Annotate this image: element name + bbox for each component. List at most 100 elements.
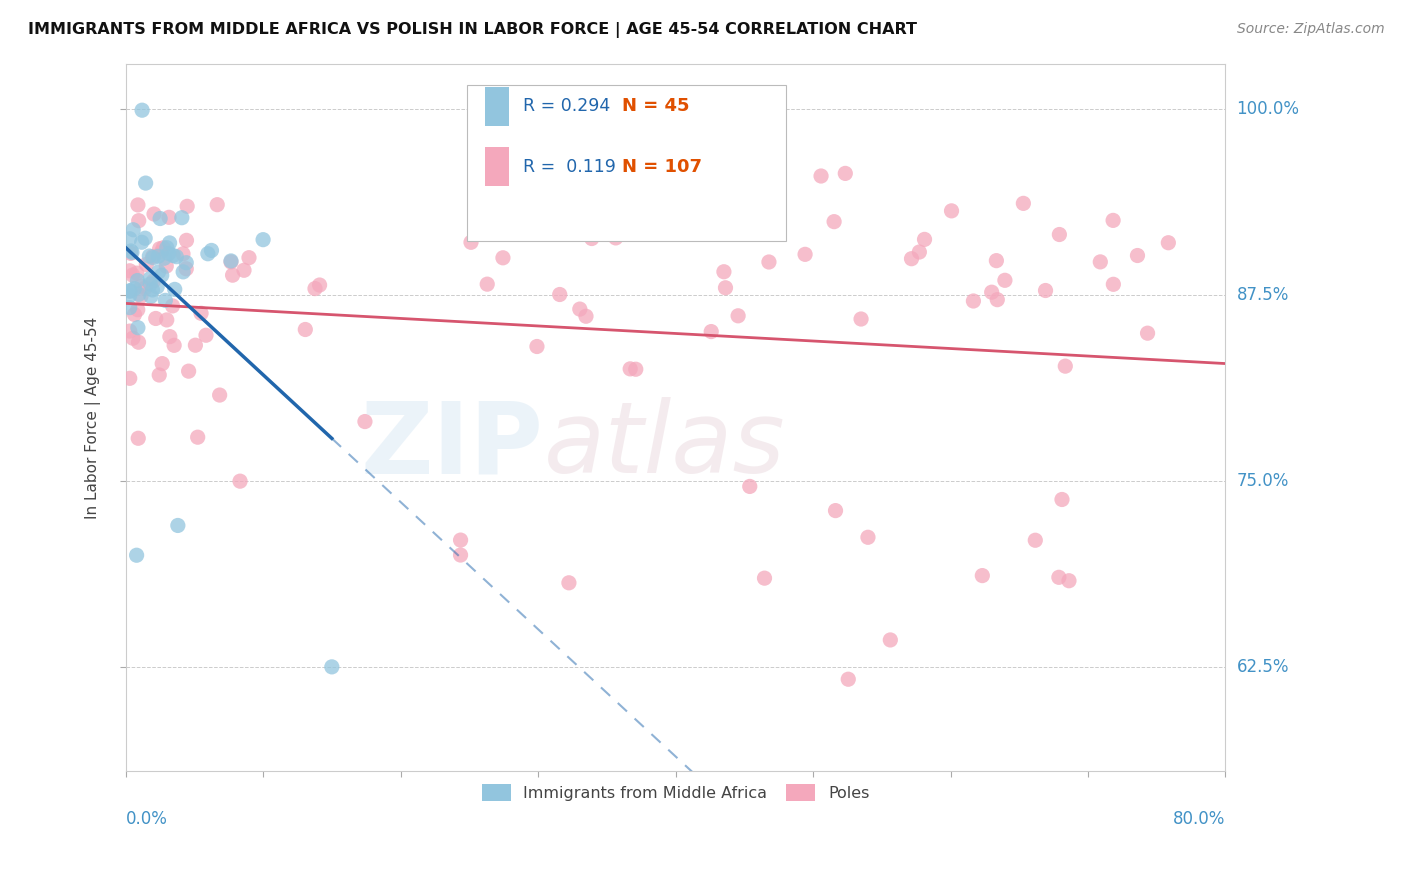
Point [1047, 570, 1070, 584]
Point [568, 302, 591, 317]
Point [837, 672, 859, 686]
Point [187, 430, 209, 444]
Point [143, 207, 166, 221]
Text: 87.5%: 87.5% [1237, 285, 1289, 304]
Point [127, 431, 149, 445]
Point [125, 266, 148, 280]
Text: 62.5%: 62.5% [1237, 658, 1289, 676]
Text: 0.0%: 0.0% [125, 810, 167, 828]
Point [118, 371, 141, 385]
Y-axis label: In Labor Force | Age 45-54: In Labor Force | Age 45-54 [86, 317, 101, 518]
Point [900, 252, 922, 266]
Point [941, 203, 963, 218]
Point [460, 235, 482, 250]
Point [450, 548, 472, 562]
Point [205, 197, 228, 211]
Point [166, 518, 188, 533]
Point [1050, 492, 1073, 507]
Text: 100.0%: 100.0% [1237, 100, 1299, 118]
Point [138, 249, 160, 263]
Point [1126, 248, 1149, 262]
Text: ZIP: ZIP [361, 397, 544, 494]
Point [174, 261, 197, 276]
Point [139, 277, 162, 291]
Point [484, 219, 506, 234]
Point [163, 282, 186, 296]
Point [221, 268, 243, 282]
Point [118, 324, 141, 338]
Point [238, 251, 260, 265]
Point [155, 259, 177, 273]
Text: 75.0%: 75.0% [1237, 472, 1289, 490]
Point [233, 263, 256, 277]
Point [994, 273, 1017, 287]
Point [142, 250, 165, 264]
Point [914, 232, 936, 246]
Point [208, 388, 231, 402]
Point [155, 293, 177, 308]
Point [156, 241, 179, 255]
Point [321, 660, 343, 674]
Point [118, 301, 141, 315]
Point [163, 338, 186, 352]
Point [135, 257, 157, 271]
Point [1054, 359, 1077, 373]
Point [157, 246, 180, 260]
Point [129, 289, 152, 303]
Point [159, 329, 181, 343]
Point [148, 249, 170, 263]
Text: N = 107: N = 107 [621, 158, 702, 176]
Point [1035, 284, 1057, 298]
Point [128, 213, 150, 227]
Point [142, 251, 165, 265]
Point [153, 252, 176, 266]
Point [148, 368, 170, 382]
Point [177, 364, 200, 378]
Point [142, 274, 165, 288]
Point [754, 571, 776, 585]
Point [125, 548, 148, 562]
Point [118, 284, 141, 298]
Point [134, 281, 156, 295]
Point [162, 248, 184, 262]
Point [148, 265, 170, 279]
Point [354, 415, 377, 429]
Point [1102, 277, 1125, 292]
Point [962, 293, 984, 308]
Point [120, 246, 142, 260]
Point [128, 335, 150, 350]
Point [195, 328, 218, 343]
Point [219, 254, 242, 268]
Point [131, 235, 153, 250]
Point [122, 223, 145, 237]
Text: 80.0%: 80.0% [1173, 810, 1226, 828]
Point [794, 247, 817, 261]
Point [159, 235, 181, 250]
Point [122, 331, 145, 345]
Point [150, 268, 173, 283]
FancyBboxPatch shape [467, 86, 786, 241]
Point [139, 289, 162, 303]
Point [172, 247, 194, 261]
Point [605, 231, 627, 245]
Point [157, 211, 180, 225]
Point [184, 338, 207, 352]
Point [834, 166, 856, 180]
Point [150, 357, 173, 371]
Point [149, 211, 172, 226]
Point [294, 322, 316, 336]
Point [124, 282, 146, 296]
Point [172, 265, 194, 279]
Point [118, 264, 141, 278]
Point [127, 302, 149, 317]
Point [219, 255, 242, 269]
Point [134, 231, 156, 245]
Point [1057, 574, 1080, 588]
Point [124, 308, 146, 322]
Text: IMMIGRANTS FROM MIDDLE AFRICA VS POLISH IN LABOR FORCE | AGE 45-54 CORRELATION C: IMMIGRANTS FROM MIDDLE AFRICA VS POLISH … [28, 22, 917, 38]
Point [714, 281, 737, 295]
Point [581, 231, 603, 245]
Text: N = 45: N = 45 [621, 97, 689, 115]
Point [492, 251, 515, 265]
Point [1157, 235, 1180, 250]
